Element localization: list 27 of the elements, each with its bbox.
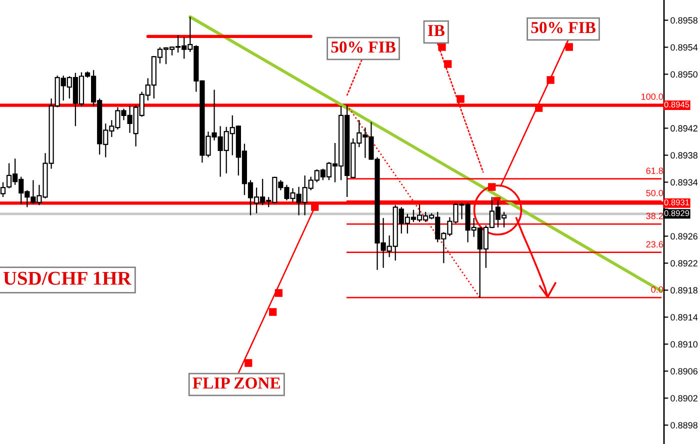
ref-line-label: 0.8929 [664,210,690,216]
series-label: 23.6 [646,241,663,248]
y-tick-label: 0.8922 [670,260,698,267]
text: USD/CHF 1HR [3,272,132,285]
annotation: IB [428,25,444,36]
y-tick-label: 0.8950 [670,71,698,78]
y-tick-label: 0.8914 [670,314,698,321]
y-tick-label: 0.8942 [670,125,698,132]
y-tick-label: 0.8898 [670,422,698,428]
annotation: 50% FIB [531,22,596,34]
annotation: 100.0 [641,93,664,100]
y-tick-label: 0.8926 [670,233,698,240]
ref-line-label: 0.8931 [664,199,690,206]
y-tick-label: 0.8906 [670,368,698,374]
y-tick-label: 0.8958 [670,17,698,24]
y-tick-label: 0.8934 [670,179,698,186]
y-tick-label: 0.8902 [670,395,698,402]
series-label: 61.8 [646,168,664,174]
y-tick-label: 0.8918 [670,287,698,294]
series-label: 50.0 [646,190,664,196]
series-label: 38.2 [646,212,663,220]
y-tick-label: 0.8938 [670,152,698,159]
ref-line-label: 0.8945 [664,102,690,108]
y-tick-label: 0.8910 [670,341,698,348]
y-tick-label: 0.8954 [670,44,698,51]
annotation: 50% FIB [331,41,396,53]
annotation: FLIP ZONE [192,377,280,389]
